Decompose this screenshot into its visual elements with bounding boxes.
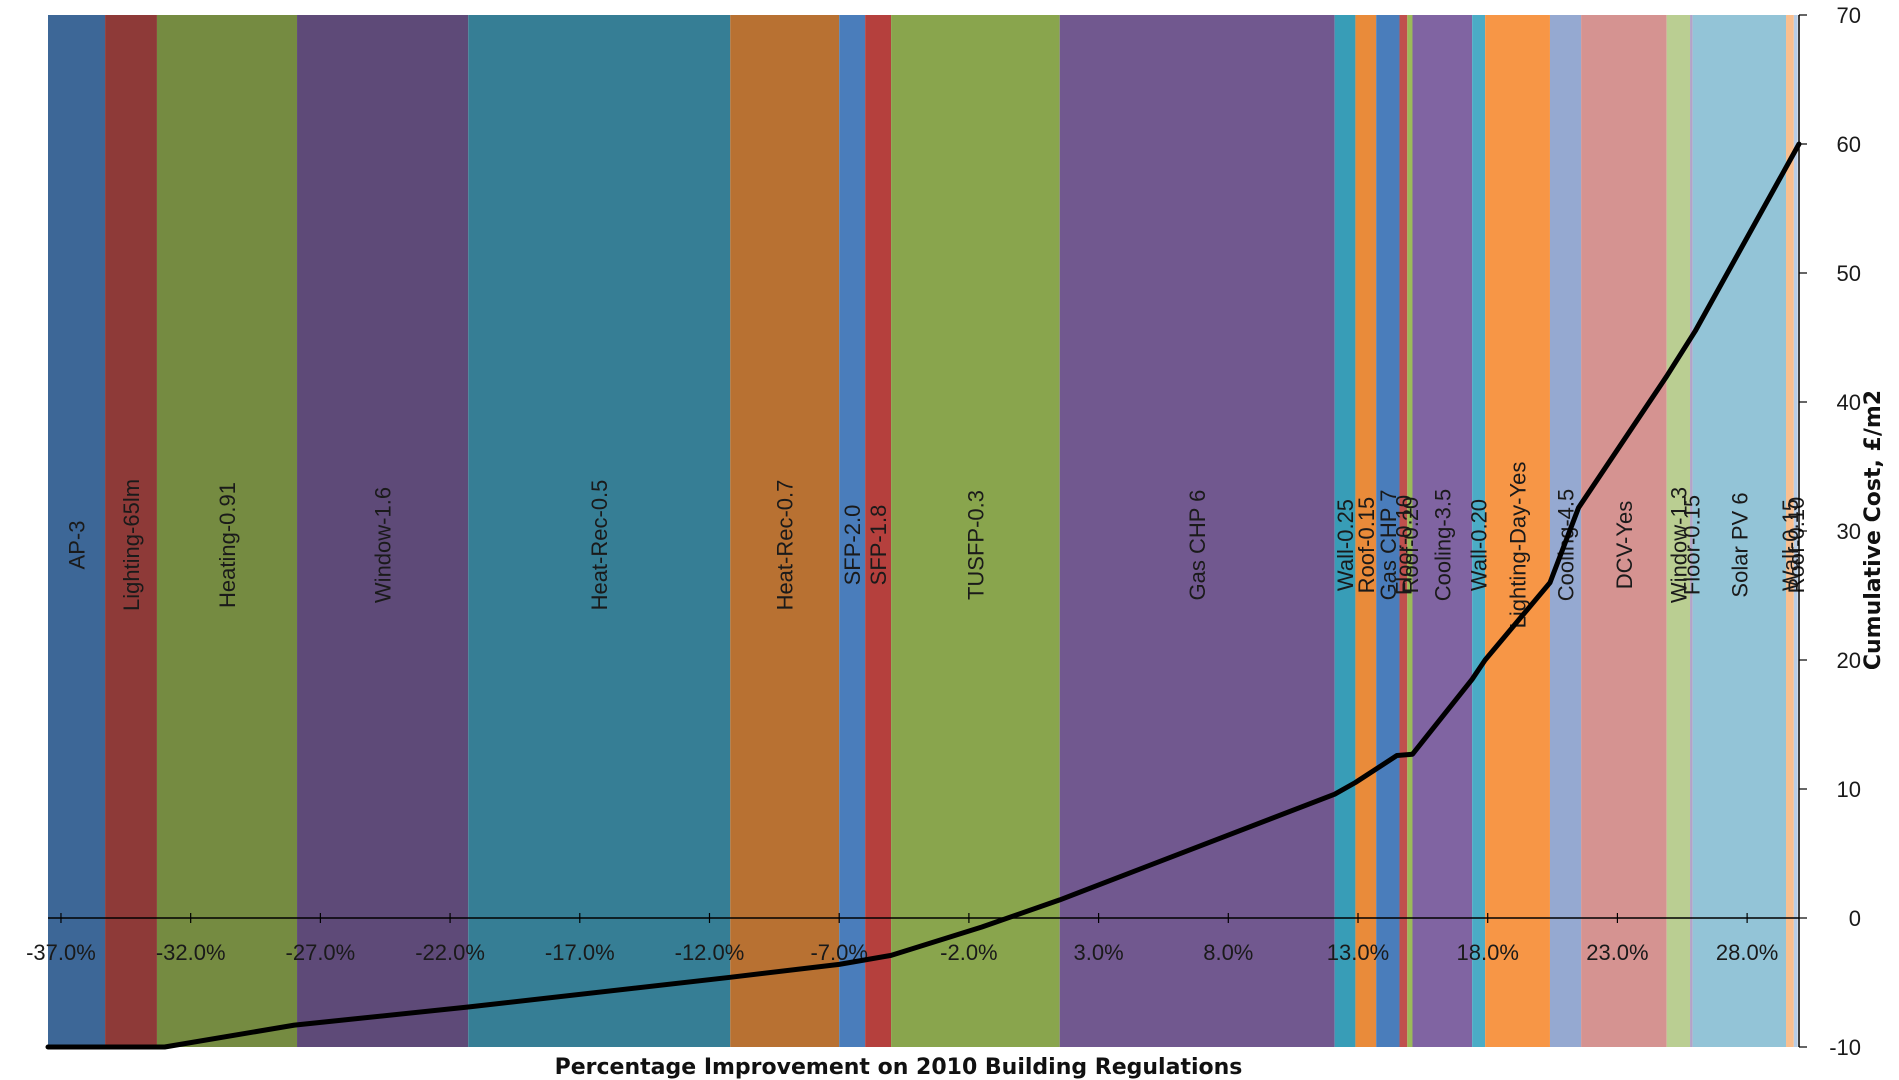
measure-bar: [1472, 15, 1486, 1047]
measure-label: Floor-0.15: [1679, 495, 1704, 595]
measure-bar: [1355, 15, 1377, 1047]
measure-label: Window-1.3: [1666, 487, 1691, 603]
measure-label: DCV-Yes: [1612, 501, 1637, 589]
measure-label: Lighting-65lm: [119, 479, 144, 611]
measure-label: Solar PV 6: [1727, 492, 1752, 597]
x-tick-label: -12.0%: [675, 940, 745, 965]
measure-label: Heat-Rec-0.7: [773, 480, 798, 611]
measure-bar: [297, 15, 469, 1047]
measure-labels: AP-3 Lighting-65lm Heating-0.91 Window-1.6 H…: [65, 462, 1809, 629]
measure-bar: [730, 15, 840, 1047]
measure-label: Heating-0.91: [215, 482, 240, 608]
y-tick-label: -10: [1829, 1035, 1861, 1060]
measure-bar: [1786, 15, 1794, 1047]
x-tick-label: 13.0%: [1327, 940, 1389, 965]
measure-bar: [1666, 15, 1691, 1047]
measure-bar: [1059, 15, 1335, 1047]
measure-bar: [1549, 15, 1582, 1047]
measure-bar: [48, 15, 106, 1047]
y-tick-label: 30: [1837, 519, 1861, 544]
measure-bar: [1407, 15, 1413, 1047]
y-tick-label: 10: [1837, 777, 1861, 802]
measure-bar: [891, 15, 1060, 1047]
y-tick-label: 70: [1837, 3, 1861, 28]
measure-bar: [1692, 15, 1787, 1047]
x-tick-label: -27.0%: [286, 940, 356, 965]
x-tick-label: 18.0%: [1457, 940, 1519, 965]
measure-label: Wall-0.25: [1333, 499, 1358, 591]
measure-label: Gas CHP 6: [1185, 490, 1210, 601]
cumulative-cost-line: [45, 141, 1802, 1050]
measure-label: TUSFP-0.3: [963, 490, 988, 600]
x-tick-label: 8.0%: [1203, 940, 1253, 965]
x-tick-label: -17.0%: [545, 940, 615, 965]
measure-label: Heat-Rec-0.5: [587, 480, 612, 611]
measure-bar: [1793, 15, 1798, 1047]
measure-label: Floor-0.10: [1391, 495, 1416, 595]
measure-bar: [156, 15, 298, 1047]
y-tick-label: 50: [1837, 261, 1861, 286]
measure-label: Roof-0.20: [1398, 497, 1423, 594]
measure-bar: [1376, 15, 1400, 1047]
measure-label: AP-3: [65, 521, 90, 570]
x-axis-title: Percentage Improvement on 2010 Building …: [555, 1055, 1243, 1080]
measure-bar: [468, 15, 731, 1047]
cumulative-cost-series: [45, 141, 1802, 1050]
measure-label: Lighting-Day-Yes: [1506, 462, 1531, 629]
measure-label: SFP-2.0: [840, 505, 865, 586]
measure-label: Window-1.6: [371, 487, 396, 603]
x-tick-label: 23.0%: [1586, 940, 1648, 965]
measure-label: Roof-0.15: [1354, 497, 1379, 594]
y-tick-label: 20: [1837, 648, 1861, 673]
measure-bar: [839, 15, 866, 1047]
measure-label: Gas CHP 7: [1376, 490, 1401, 601]
measure-bars: [48, 15, 1798, 1047]
measure-label: Wall-0.20: [1467, 499, 1492, 591]
measure-bar: [1485, 15, 1550, 1047]
x-tick-label: -32.0%: [156, 940, 226, 965]
measure-label: SFP-1.8: [866, 505, 891, 586]
measure-bar: [1690, 15, 1693, 1047]
y-tick-label: 40: [1837, 390, 1861, 415]
x-tick-label: -2.0%: [940, 940, 997, 965]
measure-bar: [1581, 15, 1667, 1047]
x-tick-label: -37.0%: [26, 940, 96, 965]
measure-bar: [865, 15, 892, 1047]
y-axis-title: Cumulative Cost, £/m2: [1861, 390, 1886, 670]
x-tick-label: -22.0%: [415, 940, 485, 965]
measure-bar: [1412, 15, 1473, 1047]
measure-bar: [105, 15, 157, 1047]
x-tick-label: 28.0%: [1716, 940, 1778, 965]
x-tick-label: 3.0%: [1074, 940, 1124, 965]
y-axis-ticks: -10 0 10 20 30 40 50 60 70: [1799, 3, 1861, 1060]
measure-label: Roof-0.10: [1784, 497, 1809, 594]
measure-bar: [1399, 15, 1408, 1047]
x-axis-ticks: -37.0% -32.0% -27.0% -22.0% -17.0% -12.0% -7.0…: [26, 913, 1778, 965]
measure-label: Cooling-3.5: [1430, 489, 1455, 602]
y-tick-label: 0: [1849, 906, 1861, 931]
y-tick-label: 60: [1837, 132, 1861, 157]
